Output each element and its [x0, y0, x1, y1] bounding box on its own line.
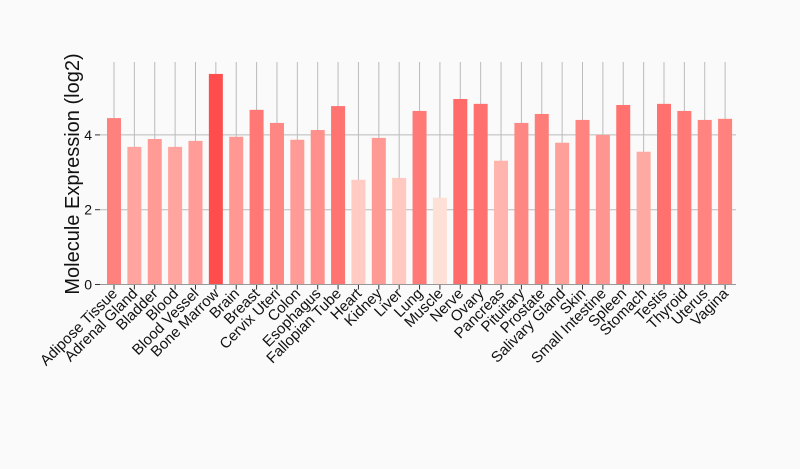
y-axis-label: Molecule Expression (log2)	[62, 53, 84, 294]
y-tick-label: 2	[84, 202, 92, 218]
bar-fallopian-tube	[331, 106, 346, 285]
bar-heart	[351, 179, 366, 285]
bar-stomach	[636, 151, 651, 285]
bar-lung	[412, 110, 427, 285]
bar-nerve	[453, 98, 468, 285]
bar-adrenal-gland	[127, 146, 142, 285]
bar-pancreas	[494, 160, 509, 285]
bar-vagina	[718, 118, 733, 285]
bar-small-intestine	[595, 134, 610, 285]
bar-pituitary	[514, 122, 529, 285]
bar-muscle	[432, 197, 447, 285]
bar-breast	[249, 109, 264, 285]
bar-adipose-tissue	[107, 118, 121, 285]
bar-salivary-gland	[555, 142, 570, 285]
bar-liver	[392, 177, 407, 285]
bar-cervix-uteri	[269, 122, 284, 285]
bar-testis	[656, 103, 671, 285]
bar-brain	[229, 136, 244, 285]
bar-blood	[168, 146, 183, 285]
bars	[107, 73, 733, 285]
bar-esophagus	[310, 130, 325, 285]
bar-skin	[575, 119, 590, 285]
bar-thyroid	[677, 110, 692, 285]
y-tick-label: 4	[84, 127, 92, 143]
bar-uterus	[697, 119, 712, 285]
bar-colon	[290, 139, 305, 285]
bar-bladder	[147, 139, 162, 285]
bar-spleen	[616, 104, 631, 285]
bar-bone-marrow	[208, 73, 223, 285]
y-tick-label: 0	[84, 277, 92, 293]
bar-blood-vessel	[188, 140, 203, 285]
bar-ovary	[473, 103, 488, 285]
bar-kidney	[371, 137, 386, 285]
y-axis: 0 2 4	[84, 127, 100, 293]
bar-prostate	[534, 113, 549, 285]
